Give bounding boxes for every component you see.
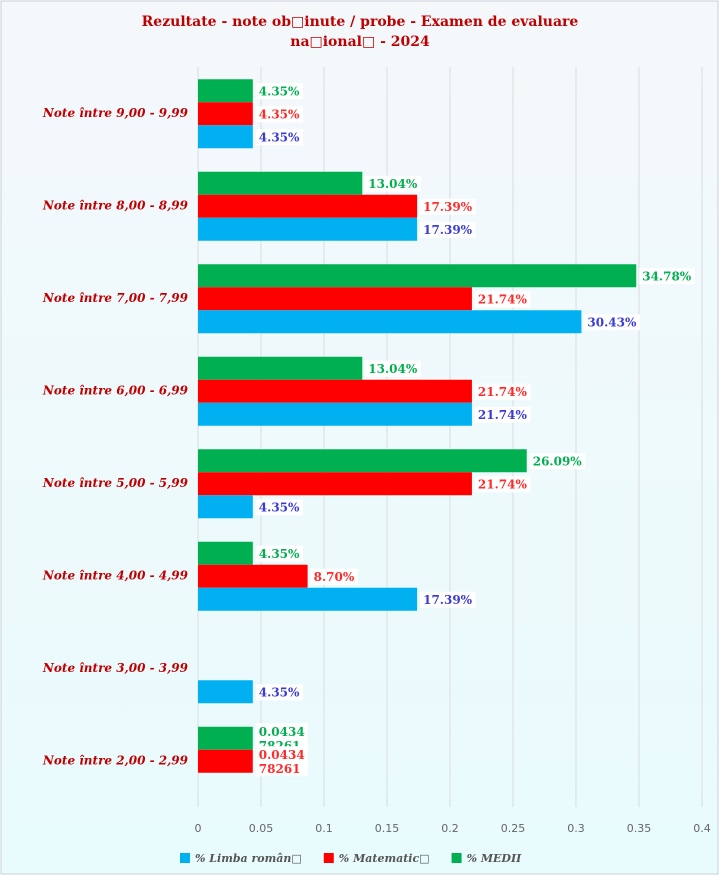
x-tick-label: 0.3 bbox=[567, 822, 585, 835]
legend-label: % MEDII bbox=[467, 852, 523, 865]
data-label: 30.43% bbox=[587, 315, 637, 329]
data-label-bg bbox=[474, 406, 531, 423]
bar bbox=[198, 449, 527, 473]
data-label-bg bbox=[255, 499, 304, 516]
bar bbox=[198, 680, 253, 704]
y-tick-label: Note între 5,00 - 5,99 bbox=[42, 476, 189, 490]
bar bbox=[198, 287, 472, 311]
data-label-bg bbox=[255, 83, 304, 100]
data-label-bg bbox=[255, 684, 304, 701]
data-label: 21.74% bbox=[478, 292, 528, 306]
x-tick-label: 0.05 bbox=[249, 822, 274, 835]
data-label-bg bbox=[639, 268, 695, 285]
x-tick-label: 0 bbox=[195, 822, 202, 835]
bar bbox=[198, 264, 637, 288]
y-tick-label: Note între 7,00 - 7,99 bbox=[42, 291, 189, 305]
data-label-bg bbox=[474, 383, 531, 400]
data-label-bg bbox=[365, 360, 421, 377]
data-label-bg bbox=[255, 545, 304, 562]
bar bbox=[198, 125, 253, 149]
y-tick-label: Note între 6,00 - 6,99 bbox=[42, 383, 189, 397]
data-label: 13.04% bbox=[368, 362, 418, 376]
bar bbox=[198, 726, 253, 750]
x-tick-label: 0.1 bbox=[315, 822, 333, 835]
legend-swatch bbox=[180, 853, 190, 863]
data-label-bg bbox=[420, 221, 476, 238]
data-label-bg bbox=[529, 453, 586, 470]
bar bbox=[198, 379, 472, 403]
bar bbox=[198, 541, 253, 565]
data-label: 21.74% bbox=[478, 385, 528, 399]
bar bbox=[198, 587, 418, 611]
data-label: 4.35% bbox=[259, 547, 300, 561]
legend-swatch bbox=[323, 853, 334, 863]
x-tick-label: 0.2 bbox=[441, 822, 459, 835]
bar bbox=[198, 356, 363, 380]
data-label-bg bbox=[420, 591, 476, 608]
bar bbox=[198, 402, 472, 426]
data-label: 8.70% bbox=[314, 570, 355, 584]
bar bbox=[198, 79, 253, 103]
data-label-bg bbox=[255, 106, 304, 123]
data-label: 34.78% bbox=[642, 269, 692, 283]
bar bbox=[198, 472, 472, 496]
data-label-bg bbox=[310, 568, 358, 585]
data-label-bg bbox=[420, 198, 476, 215]
data-label-bg bbox=[365, 175, 421, 192]
bar bbox=[198, 217, 418, 241]
bar bbox=[198, 495, 253, 519]
y-tick-label: Note între 8,00 - 8,99 bbox=[42, 198, 189, 212]
data-label: 4.35% bbox=[259, 685, 300, 699]
y-tick-label: Note între 9,00 - 9,99 bbox=[42, 106, 189, 120]
data-label: 26.09% bbox=[533, 454, 583, 468]
bar bbox=[198, 310, 582, 334]
legend-label: % Matematic□ bbox=[339, 852, 430, 865]
bar bbox=[198, 102, 253, 126]
data-label: 4.35% bbox=[259, 84, 300, 98]
data-label: 17.39% bbox=[423, 200, 473, 214]
data-label-bg bbox=[584, 314, 640, 331]
x-tick-label: 0.15 bbox=[375, 822, 400, 835]
x-tick-label: 0.35 bbox=[627, 822, 652, 835]
data-label-bg bbox=[255, 129, 304, 146]
x-tick-label: 0.25 bbox=[501, 822, 526, 835]
data-label-bg bbox=[474, 476, 531, 493]
bar bbox=[198, 564, 308, 588]
bar bbox=[198, 171, 363, 195]
y-tick-label: Note între 4,00 - 4,99 bbox=[42, 568, 189, 582]
data-label-bg bbox=[255, 746, 308, 777]
data-label: 4.35% bbox=[259, 500, 300, 514]
data-label: 21.74% bbox=[478, 477, 528, 491]
bar bbox=[198, 749, 253, 773]
x-tick-label: 0.4 bbox=[693, 822, 711, 835]
data-label: 17.39% bbox=[423, 223, 473, 237]
y-tick-label: Note între 2,00 - 2,99 bbox=[42, 753, 189, 767]
data-label: 17.39% bbox=[423, 593, 473, 607]
bar bbox=[198, 194, 418, 218]
data-label: 4.35% bbox=[259, 130, 300, 144]
legend-swatch bbox=[451, 853, 462, 863]
y-tick-label: Note între 3,00 - 3,99 bbox=[42, 661, 189, 675]
legend-label: % Limba român□ bbox=[195, 852, 302, 865]
data-label-bg bbox=[474, 291, 531, 308]
chart-title: Rezultate - note ob□inute / probe - Exam… bbox=[142, 14, 579, 50]
data-label: 21.74% bbox=[478, 408, 528, 422]
data-label: 13.04% bbox=[368, 177, 418, 191]
data-label: 4.35% bbox=[259, 107, 300, 121]
data-label: 0.0434 78261 bbox=[259, 747, 305, 775]
